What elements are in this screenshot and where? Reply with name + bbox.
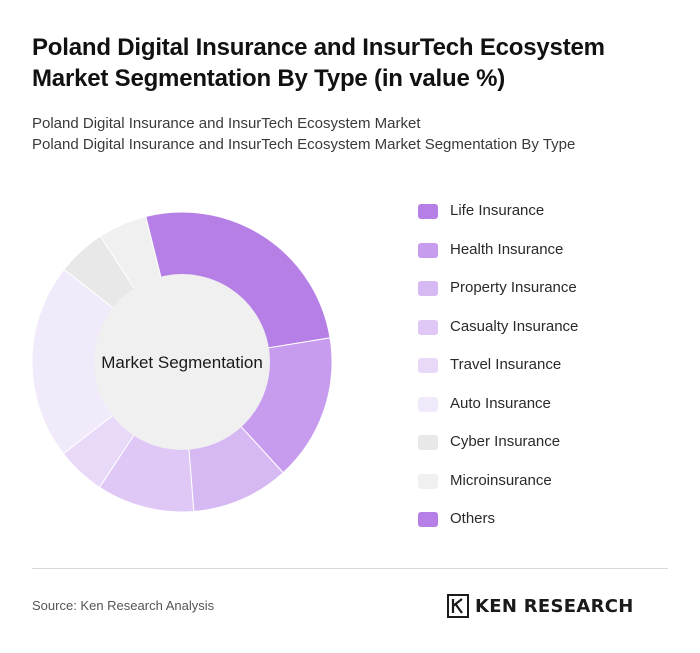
legend-swatch: [418, 358, 438, 373]
subtitle-line-2: Poland Digital Insurance and InsurTech E…: [32, 136, 576, 153]
brand-logo: KEN RESEARCH: [447, 592, 634, 620]
legend-swatch: [418, 319, 438, 335]
legend-label: Health Insurance: [450, 240, 564, 258]
brand-name: KEN RESEARCH: [475, 595, 634, 617]
legend-swatch: [418, 396, 438, 412]
chart-subtitle: Poland Digital Insurance and InsurTech E…: [32, 113, 575, 155]
chart-title: Poland Digital Insurance and InsurTech E…: [32, 34, 605, 92]
footer-divider: [32, 568, 668, 569]
legend-label: Property Insurance: [450, 279, 577, 296]
legend-label: Life Insurance: [450, 202, 545, 219]
legend-item-property-insurance: Property Insurance: [418, 277, 578, 316]
legend-item-others: Others: [418, 508, 578, 547]
legend-item-casualty-insurance: Casualty Insurance: [418, 316, 578, 355]
chart-legend: Life Insurance Health Insurance Property I…: [418, 200, 578, 547]
legend-label: Cyber Insurance: [450, 433, 561, 450]
subtitle-line-1: Poland Digital Insurance and InsurTech E…: [32, 115, 421, 132]
source-note: Source: Ken Research Analysis: [32, 598, 215, 613]
legend-swatch: [418, 512, 438, 527]
legend-item-travel-insurance: Travel Insurance: [418, 354, 578, 393]
legend-item-cyber-insurance: Cyber Insurance: [418, 431, 578, 470]
ken-research-k-logo-icon: [447, 594, 469, 618]
legend-label: Others: [450, 510, 496, 527]
legend-item-microinsurance: Microinsurance: [418, 470, 578, 509]
legend-item-health-insurance: Health Insurance: [418, 239, 578, 278]
legend-swatch: [418, 435, 438, 450]
legend-swatch: [418, 473, 438, 489]
legend-item-auto-insurance: Auto Insurance: [418, 393, 578, 432]
legend-swatch: [418, 242, 438, 258]
donut-chart-svg: Market Segmentation: [32, 212, 332, 512]
legend-label: Travel Insurance: [450, 356, 562, 373]
donut-chart: Market Segmentation: [32, 212, 332, 512]
legend-label: Casualty Insurance: [450, 317, 579, 335]
legend-swatch: [418, 204, 438, 219]
legend-label: Auto Insurance: [450, 394, 551, 412]
legend-label: Microinsurance: [450, 471, 552, 489]
legend-item-life-insurance: Life Insurance: [418, 200, 578, 239]
donut-center-label: Market Segmentation: [101, 353, 263, 372]
legend-swatch: [418, 281, 438, 296]
donut-center: [94, 274, 270, 450]
